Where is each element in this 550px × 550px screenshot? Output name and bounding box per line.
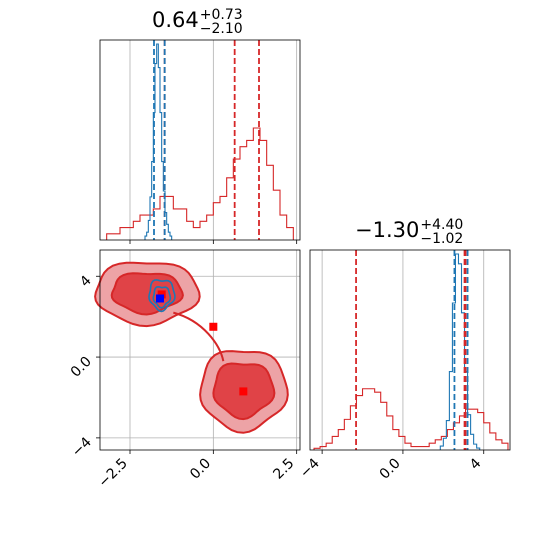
histogram-y-title-minus: −1.02 (420, 230, 464, 247)
red-contour-bridge (173, 311, 225, 362)
mode-marker (239, 387, 248, 396)
joint-contour-panel: −2.5 0.0 2.5 −4 0.0 4 (68, 249, 301, 491)
y-tick-label: −4 (69, 434, 95, 460)
histogram-x-title-minus: −2.10 (199, 20, 243, 37)
panel-frame (99, 39, 301, 241)
blue-contour (148, 279, 176, 313)
y-tick-label: 0.0 (68, 354, 95, 381)
x-tick-label: 2.5 (270, 456, 297, 483)
x-tick-label: −4 (297, 455, 323, 481)
panel-frame (99, 249, 301, 451)
histogram-y-title: −1.30 +4.40 −1.02 (355, 218, 463, 247)
mode-marker (209, 322, 218, 331)
histogram-x-panel (99, 39, 301, 244)
histogram-y-red-series (313, 388, 509, 450)
histogram-y-title-plus: +4.40 (420, 216, 464, 233)
x-tick-label: 4 (467, 455, 485, 473)
histogram-x-title: 0.64 +0.73 −2.10 (152, 8, 243, 37)
histogram-x-title-value: 0.64 (152, 8, 199, 32)
histogram-y-title-value: −1.30 (355, 218, 420, 242)
y-tick-label: 4 (77, 273, 95, 291)
x-tick-label: −2.5 (95, 456, 130, 491)
histogram-y-blue-series (439, 253, 481, 450)
histogram-x-blue-series (144, 43, 173, 240)
histogram-y-panel: −4 0.0 4 (297, 249, 511, 483)
x-tick-label: 0.0 (187, 456, 214, 483)
histogram-x-red-series (106, 127, 294, 240)
panel-frame (309, 249, 511, 451)
blue-contour (152, 285, 172, 309)
histogram-x-title-plus: +0.73 (199, 6, 243, 23)
mode-marker (157, 290, 166, 299)
x-tick-label: 0.0 (377, 456, 404, 483)
mode-marker (156, 294, 164, 303)
